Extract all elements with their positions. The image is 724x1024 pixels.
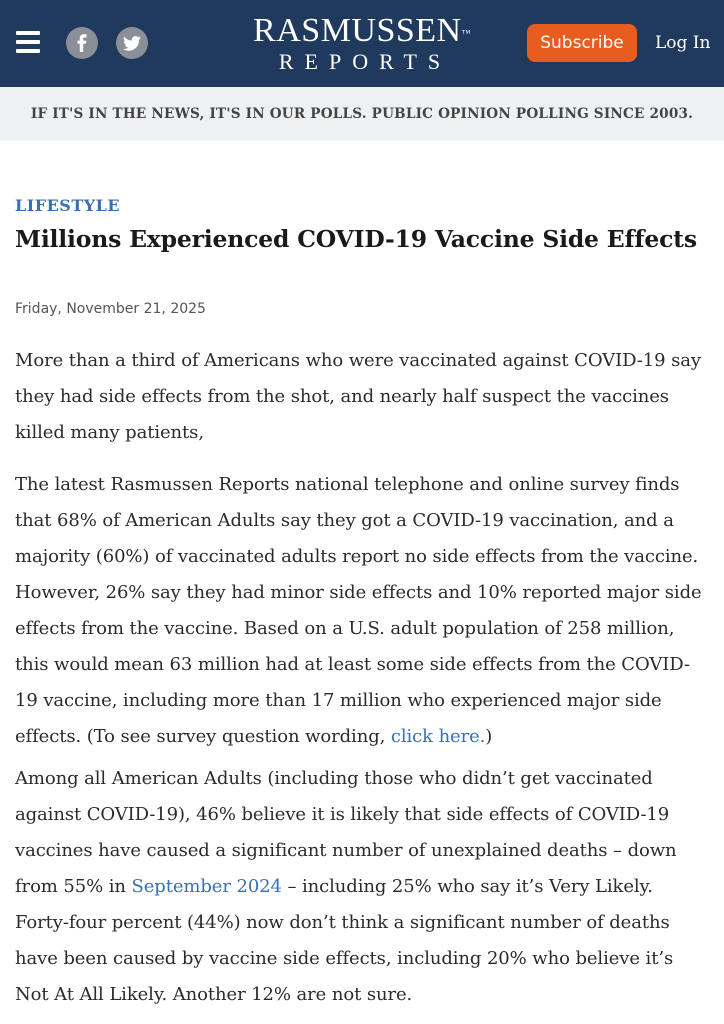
tagline-bar: IF IT'S IN THE NEWS, IT'S IN OUR POLLS. … xyxy=(0,87,724,141)
twitter-icon[interactable] xyxy=(116,27,148,59)
logo-trademark: ™ xyxy=(461,28,471,38)
paragraph-3-text-2: – including 25% who say it’s Very Likely… xyxy=(15,876,674,1005)
site-logo[interactable]: RASMUSSEN™ REPORTS xyxy=(252,14,472,74)
category-link[interactable]: LIFESTYLE xyxy=(15,196,121,215)
paragraph-3-text-1: Among all American Adults (including tho… xyxy=(15,768,677,897)
article-date: Friday, November 21, 2025 xyxy=(15,301,206,317)
survey-wording-link[interactable]: click here. xyxy=(390,726,486,747)
tagline: IF IT'S IN THE NEWS, IT'S IN OUR POLLS. … xyxy=(30,106,694,122)
article: LIFESTYLE Millions Experienced COVID-19 … xyxy=(0,196,724,1013)
paragraph-2: The latest Rasmussen Reports national te… xyxy=(15,467,709,755)
paragraph-1: More than a third of Americans who were … xyxy=(15,350,701,443)
subscribe-button[interactable]: Subscribe xyxy=(527,24,637,62)
paragraph-3: Among all American Adults (including tho… xyxy=(15,761,709,1013)
login-link[interactable]: Log In xyxy=(655,33,711,53)
facebook-icon[interactable] xyxy=(66,27,98,59)
paragraph-2-end: ) xyxy=(485,726,493,747)
menu-icon[interactable] xyxy=(16,31,40,53)
logo-line2: REPORTS xyxy=(278,49,452,74)
site-header: RASMUSSEN™ REPORTS Subscribe Log In xyxy=(0,0,724,87)
september-2024-link[interactable]: September 2024 xyxy=(131,876,282,897)
article-title: Millions Experienced COVID-19 Vaccine Si… xyxy=(15,225,697,253)
paragraph-2-text: The latest Rasmussen Reports national te… xyxy=(15,474,702,747)
logo-line1: RASMUSSEN xyxy=(253,12,462,49)
